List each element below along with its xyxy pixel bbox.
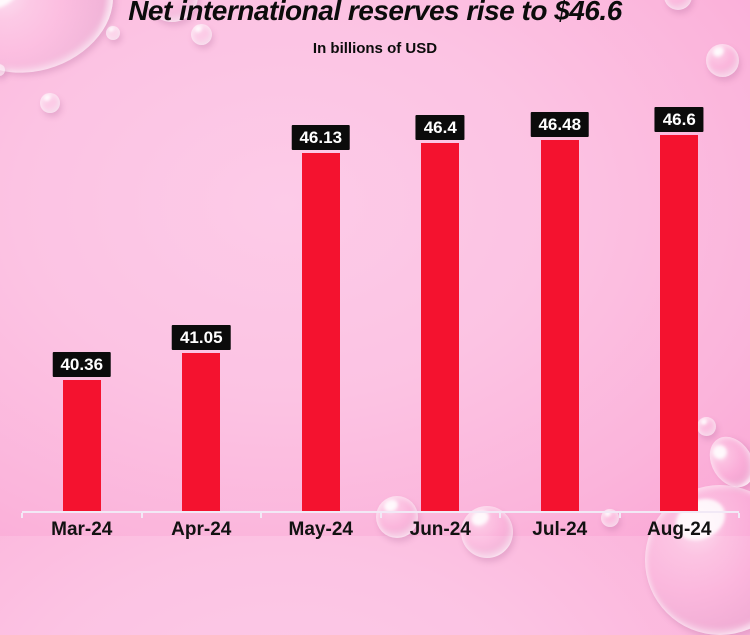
chart-page: { "title": "Net international reserves r… [0, 0, 750, 536]
x-axis-line [22, 511, 739, 513]
bar-Jun-24 [421, 143, 460, 512]
x-axis-tick-label: Apr-24 [171, 519, 232, 540]
x-axis-tick-label: Mar-24 [51, 519, 113, 540]
x-axis-tick [140, 513, 143, 518]
bar-May-24 [301, 153, 340, 512]
bar-Apr-24 [182, 353, 221, 512]
bubble-decoration [146, 0, 198, 22]
bar-value-label: 46.13 [291, 125, 351, 150]
bubble-decoration [376, 496, 418, 538]
bar-value-label: 46.4 [415, 115, 465, 140]
bubble-decoration [40, 93, 60, 113]
x-axis-tick [618, 513, 621, 518]
x-axis-tick-label: May-24 [288, 519, 353, 540]
chart-subtitle: In billions of USD [312, 40, 438, 57]
chart-title: Net international reserves rise to $46.6 [128, 0, 622, 26]
bar-value-label: 46.48 [530, 112, 590, 137]
bar-value-label: 41.05 [171, 325, 231, 350]
bar-value-label: 46.6 [654, 107, 704, 132]
bar-Aug-24 [660, 135, 699, 512]
bubble-decoration [601, 509, 619, 527]
x-axis-tick-label: Aug-24 [647, 519, 712, 540]
bar-chart-plot: 40.36 Mar-24 41.05 Apr-24 46.13 May-24 46.4 Jun… [21, 107, 740, 540]
bubble-decoration [706, 44, 739, 77]
x-axis-tick-label: Jul-24 [532, 519, 588, 540]
x-axis-tick [738, 513, 740, 518]
x-axis-tick-label: Jun-24 [409, 519, 471, 540]
x-axis-tick [260, 513, 262, 518]
bar-Mar-24 [62, 380, 101, 512]
bar-Jul-24 [540, 140, 579, 512]
bar-value-label: 40.36 [52, 352, 112, 377]
bubble-decoration [0, 64, 5, 76]
bubble-decoration [191, 24, 212, 45]
x-axis-tick [379, 513, 382, 518]
x-axis-tick [499, 513, 501, 518]
chart-figure: Net international reserves rise to $46.6… [0, 0, 750, 536]
x-axis-tick [21, 513, 23, 518]
bubble-decoration [664, 0, 692, 10]
bubble-decoration [697, 417, 716, 436]
bubble-decoration [106, 26, 120, 40]
